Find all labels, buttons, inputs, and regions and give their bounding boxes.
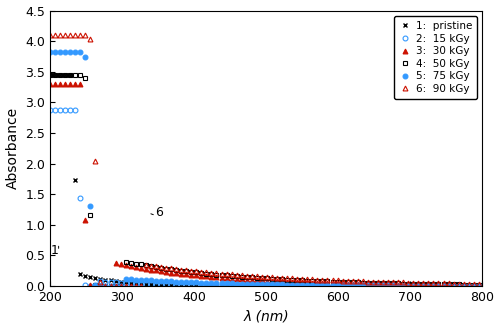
Legend: 1:  pristine, 2:  15 kGy, 3:  30 kGy, 4:  50 kGy, 5:  75 kGy, 6:  90 kGy: 1: pristine, 2: 15 kGy, 3: 30 kGy, 4: 50… [394,16,477,99]
2:  15 kGy: (494, 0.0081): 15 kGy: (494, 0.0081) [259,284,265,288]
5:  75 kGy: (795, 0.00375): 75 kGy: (795, 0.00375) [476,284,482,288]
Line: 1:  pristine: 1: pristine [48,72,482,289]
6:  90 kGy: (711, 0.0521): 90 kGy: (711, 0.0521) [416,281,422,285]
3:  30 kGy: (711, 0.0199): 30 kGy: (711, 0.0199) [416,283,422,287]
Text: 1: 1 [51,244,59,257]
4:  50 kGy: (662, 0.047): 50 kGy: (662, 0.047) [380,281,386,285]
4:  50 kGy: (263, 0.0149): 50 kGy: (263, 0.0149) [92,283,98,287]
Line: 4:  50 kGy: 4: 50 kGy [48,72,482,289]
6:  90 kGy: (214, 4.1): 90 kGy: (214, 4.1) [57,33,63,37]
5:  75 kGy: (228, 3.82): 75 kGy: (228, 3.82) [67,50,73,54]
Text: 6: 6 [156,206,164,219]
5:  75 kGy: (662, 0.00952): 75 kGy: (662, 0.00952) [380,284,386,288]
1:  pristine: (200, 3.45): pristine: (200, 3.45) [47,73,53,77]
3:  30 kGy: (263, 6.73e-05): 30 kGy: (263, 6.73e-05) [92,284,98,288]
4:  50 kGy: (795, 0.0211): 50 kGy: (795, 0.0211) [476,283,482,287]
Line: 3:  30 kGy: 3: 30 kGy [48,82,482,289]
3:  30 kGy: (228, 3.3): 30 kGy: (228, 3.3) [67,82,73,86]
Y-axis label: Absorbance: Absorbance [6,107,20,190]
2:  15 kGy: (270, 0.0761): 15 kGy: (270, 0.0761) [98,279,103,283]
4:  50 kGy: (228, 3.45): 50 kGy: (228, 3.45) [67,73,73,77]
4:  50 kGy: (200, 3.45): 50 kGy: (200, 3.45) [47,73,53,77]
X-axis label: λ (nm): λ (nm) [244,310,289,323]
5:  75 kGy: (711, 0.00676): 75 kGy: (711, 0.00676) [416,284,422,288]
5:  75 kGy: (263, 0.02): 75 kGy: (263, 0.02) [92,283,98,287]
1:  pristine: (214, 3.45): pristine: (214, 3.45) [57,73,63,77]
6:  90 kGy: (200, 4.1): 90 kGy: (200, 4.1) [47,33,53,37]
6:  90 kGy: (494, 0.154): 90 kGy: (494, 0.154) [259,275,265,279]
2:  15 kGy: (711, 0.000925): 15 kGy: (711, 0.000925) [416,284,422,288]
1:  pristine: (263, 0.132): pristine: (263, 0.132) [92,276,98,280]
3:  30 kGy: (284, 1.83e-11): 30 kGy: (284, 1.83e-11) [108,284,114,288]
2:  15 kGy: (662, 0.00151): 15 kGy: (662, 0.00151) [380,284,386,288]
6:  90 kGy: (662, 0.0665): 90 kGy: (662, 0.0665) [380,280,386,284]
Line: 5:  75 kGy: 5: 75 kGy [48,50,482,289]
6:  90 kGy: (795, 0.0342): 90 kGy: (795, 0.0342) [476,282,482,286]
5:  75 kGy: (298, 2.15e-12): 75 kGy: (298, 2.15e-12) [118,284,124,288]
5:  75 kGy: (200, 3.82): 75 kGy: (200, 3.82) [47,50,53,54]
1:  pristine: (487, 0.00235): pristine: (487, 0.00235) [254,284,260,288]
1:  pristine: (655, 0.000114): pristine: (655, 0.000114) [375,284,381,288]
Line: 2:  15 kGy: 2: 15 kGy [48,107,482,289]
6:  90 kGy: (263, 2.05): 90 kGy: (263, 2.05) [92,159,98,163]
5:  75 kGy: (214, 3.82): 75 kGy: (214, 3.82) [57,50,63,54]
2:  15 kGy: (228, 2.88): 15 kGy: (228, 2.88) [67,108,73,112]
6:  90 kGy: (228, 4.1): 90 kGy: (228, 4.1) [67,33,73,37]
Line: 6:  90 kGy: 6: 90 kGy [48,33,482,289]
2:  15 kGy: (263, 1.46e-07): 15 kGy: (263, 1.46e-07) [92,284,98,288]
2:  15 kGy: (200, 2.88): 15 kGy: (200, 2.88) [47,108,53,112]
2:  15 kGy: (214, 2.88): 15 kGy: (214, 2.88) [57,108,63,112]
4:  50 kGy: (298, 6.9e-13): 50 kGy: (298, 6.9e-13) [118,284,124,288]
3:  30 kGy: (214, 3.3): 30 kGy: (214, 3.3) [57,82,63,86]
2:  15 kGy: (795, 0.000399): 15 kGy: (795, 0.000399) [476,284,482,288]
6:  90 kGy: (326, 1.57e-16): 90 kGy: (326, 1.57e-16) [138,284,144,288]
3:  30 kGy: (200, 3.3): 30 kGy: (200, 3.3) [47,82,53,86]
1:  pristine: (795, 9.17e-06): pristine: (795, 9.17e-06) [476,284,482,288]
5:  75 kGy: (494, 0.0309): 75 kGy: (494, 0.0309) [259,282,265,286]
1:  pristine: (228, 3.45): pristine: (228, 3.45) [67,73,73,77]
3:  30 kGy: (795, 0.0111): 30 kGy: (795, 0.0111) [476,283,482,287]
4:  50 kGy: (494, 0.129): 50 kGy: (494, 0.129) [259,276,265,280]
3:  30 kGy: (662, 0.0281): 30 kGy: (662, 0.0281) [380,282,386,286]
4:  50 kGy: (214, 3.45): 50 kGy: (214, 3.45) [57,73,63,77]
3:  30 kGy: (494, 0.0911): 30 kGy: (494, 0.0911) [259,278,265,282]
1:  pristine: (704, 4.72e-05): pristine: (704, 4.72e-05) [410,284,416,288]
4:  50 kGy: (711, 0.035): 50 kGy: (711, 0.035) [416,282,422,286]
